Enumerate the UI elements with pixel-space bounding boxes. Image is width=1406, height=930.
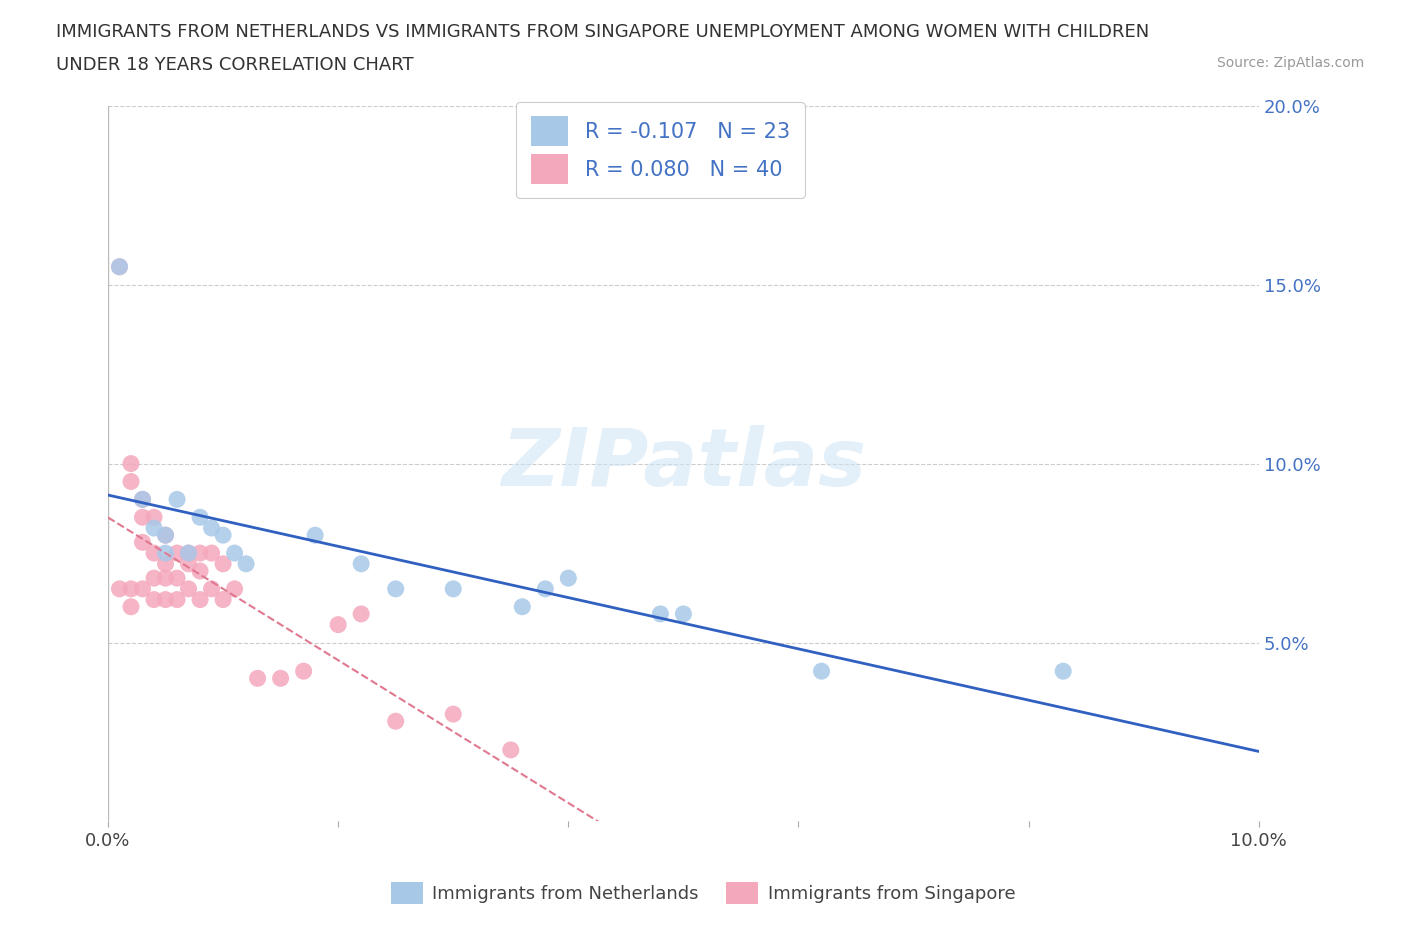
Point [143, 510, 166, 525]
Point [1052, 664, 1074, 679]
Point [246, 671, 269, 685]
Point [557, 571, 579, 586]
Point [120, 599, 142, 614]
Point [212, 527, 235, 542]
Point [534, 581, 557, 596]
Point [499, 742, 522, 757]
Point [441, 581, 464, 596]
Point [120, 474, 142, 489]
Point [108, 259, 131, 274]
Point [224, 546, 246, 561]
Point [510, 599, 533, 614]
Point [131, 535, 153, 550]
Point [177, 546, 200, 561]
Point [155, 592, 177, 607]
Point [155, 527, 177, 542]
Point [235, 556, 257, 571]
Point [200, 521, 222, 536]
Point [120, 456, 142, 471]
Point [108, 581, 131, 596]
Point [200, 546, 222, 561]
Point [143, 592, 166, 607]
Point [224, 581, 246, 596]
Point [166, 546, 188, 561]
Text: Source: ZipAtlas.com: Source: ZipAtlas.com [1216, 56, 1364, 70]
Text: IMMIGRANTS FROM NETHERLANDS VS IMMIGRANTS FROM SINGAPORE UNEMPLOYMENT AMONG WOME: IMMIGRANTS FROM NETHERLANDS VS IMMIGRANT… [56, 23, 1150, 41]
Legend: Immigrants from Netherlands, Immigrants from Singapore: Immigrants from Netherlands, Immigrants … [384, 875, 1022, 911]
Point [143, 521, 166, 536]
Point [131, 510, 153, 525]
Point [188, 510, 211, 525]
Point [384, 581, 406, 596]
Point [177, 581, 200, 596]
Point [177, 556, 200, 571]
Point [350, 556, 373, 571]
Point [304, 527, 326, 542]
Point [131, 492, 153, 507]
Text: ZIPatlas: ZIPatlas [501, 425, 866, 502]
Point [188, 592, 211, 607]
Point [328, 618, 350, 632]
Legend: R = -0.107   N = 23, R = 0.080   N = 40: R = -0.107 N = 23, R = 0.080 N = 40 [516, 101, 804, 198]
Point [212, 556, 235, 571]
Point [200, 581, 222, 596]
Point [166, 592, 188, 607]
Point [177, 546, 200, 561]
Point [166, 492, 188, 507]
Point [143, 571, 166, 586]
Point [270, 671, 292, 685]
Point [292, 664, 315, 679]
Point [212, 592, 235, 607]
Point [810, 664, 832, 679]
Point [188, 546, 211, 561]
Text: UNDER 18 YEARS CORRELATION CHART: UNDER 18 YEARS CORRELATION CHART [56, 56, 413, 73]
Point [441, 707, 464, 722]
Point [108, 259, 131, 274]
Point [155, 527, 177, 542]
Point [120, 581, 142, 596]
Point [155, 546, 177, 561]
Point [350, 606, 373, 621]
Point [131, 581, 153, 596]
Point [650, 606, 672, 621]
Point [155, 571, 177, 586]
Point [155, 556, 177, 571]
Point [672, 606, 695, 621]
Point [143, 546, 166, 561]
Point [131, 492, 153, 507]
Point [188, 564, 211, 578]
Point [384, 714, 406, 729]
Point [166, 571, 188, 586]
